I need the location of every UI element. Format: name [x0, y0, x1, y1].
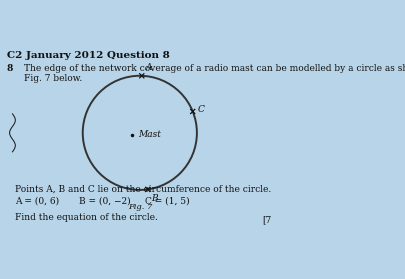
Text: Find the equation of the circle.: Find the equation of the circle. [15, 213, 158, 222]
Text: Mast: Mast [138, 130, 160, 139]
Text: Points A, B and C lie on the circumference of the circle.: Points A, B and C lie on the circumferen… [15, 184, 271, 193]
Text: C: C [197, 105, 204, 114]
Text: Fig. 7: Fig. 7 [127, 203, 151, 211]
Text: C2 January 2012 Question 8: C2 January 2012 Question 8 [7, 51, 169, 60]
Text: Fig. 7 below.: Fig. 7 below. [23, 74, 81, 83]
Text: C = (1, 5): C = (1, 5) [145, 197, 190, 206]
Text: B: B [151, 194, 158, 203]
Text: 8: 8 [7, 64, 13, 73]
Text: A: A [145, 62, 152, 72]
Text: B = (0, −2): B = (0, −2) [79, 197, 130, 206]
Text: A = (0, 6): A = (0, 6) [15, 197, 59, 206]
Text: [7: [7 [261, 215, 271, 224]
Text: The edge of the network coverage of a radio mast can be modelled by a circle as : The edge of the network coverage of a ra… [23, 64, 405, 73]
